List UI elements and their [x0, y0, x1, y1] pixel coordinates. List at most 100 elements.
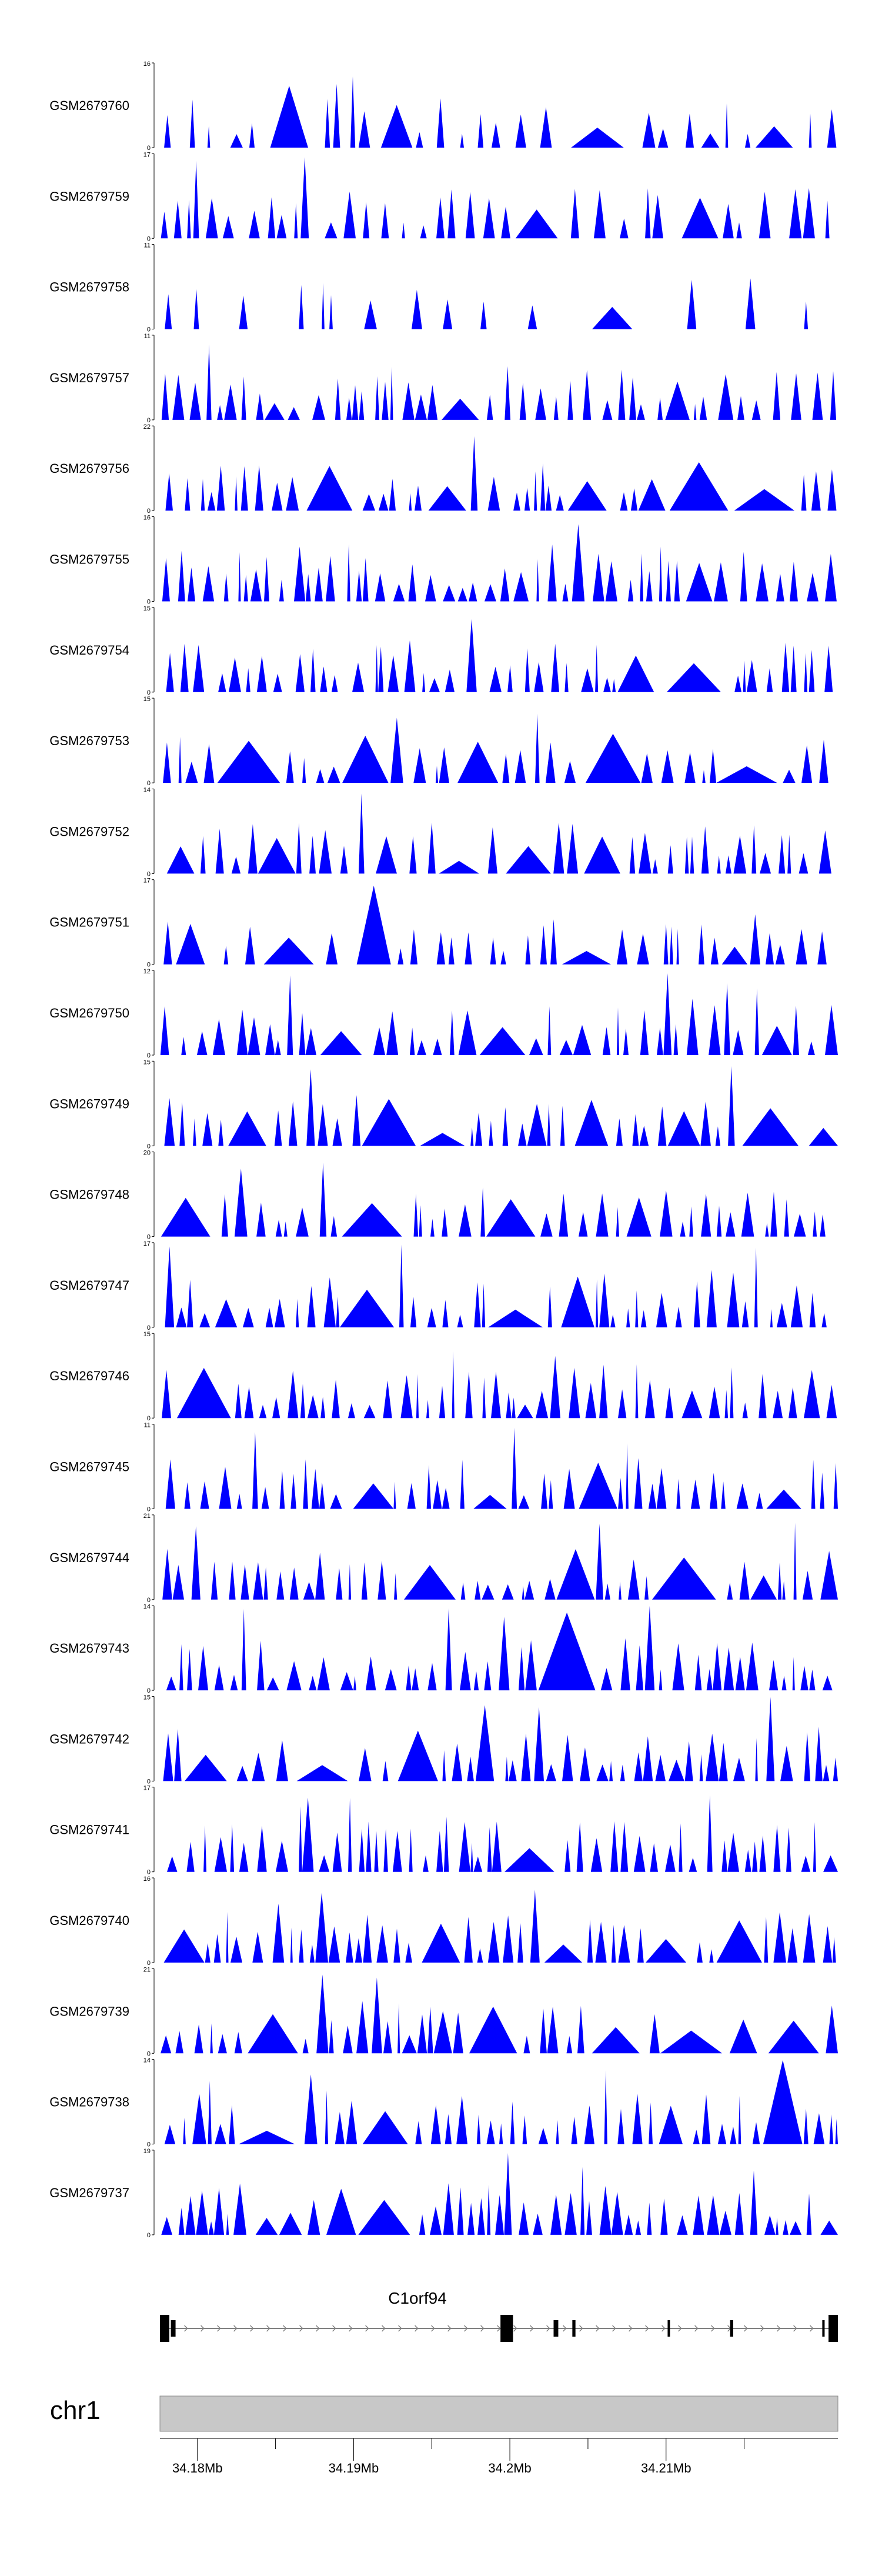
coverage-area [160, 1244, 838, 1327]
y-max-label: 14 [143, 1603, 151, 1610]
strand-arrow [266, 2325, 270, 2332]
y-max-label: 19 [143, 2148, 151, 2155]
y-zero-label: 0 [147, 962, 151, 969]
y-zero-label: 0 [147, 2232, 151, 2239]
coverage-area [160, 619, 838, 692]
y-max-label: 17 [143, 1785, 151, 1792]
strand-arrow [530, 2325, 534, 2332]
strand-arrow [777, 2325, 781, 2332]
track-label: GSM2679750 [49, 1006, 129, 1020]
strand-arrow [645, 2325, 649, 2332]
strand-arrow [662, 2325, 666, 2332]
x-tick-label: 34.19Mb [329, 2461, 379, 2475]
y-max-label: 12 [143, 968, 151, 975]
track-label: GSM2679753 [49, 733, 129, 748]
y-zero-label: 0 [147, 326, 151, 333]
track-GSM2679759: GSM2679759 17 0 [49, 151, 838, 242]
y-max-label: 17 [143, 877, 151, 885]
y-max-label: 14 [143, 2057, 151, 2064]
coverage-area [160, 1162, 838, 1237]
track-GSM2679737: GSM2679737 19 0 [49, 2148, 838, 2239]
track-GSM2679738: GSM2679738 14 0 [49, 2057, 838, 2148]
y-zero-label: 0 [147, 2141, 151, 2148]
strand-arrow [299, 2325, 303, 2332]
strand-arrow [497, 2325, 501, 2332]
strand-arrow [513, 2325, 517, 2332]
y-zero-label: 0 [147, 1597, 151, 1604]
track-GSM2679758: GSM2679758 11 0 [49, 242, 838, 333]
strand-arrow [233, 2325, 238, 2332]
y-zero-label: 0 [147, 599, 151, 606]
coverage-area [160, 973, 838, 1055]
track-label: GSM2679737 [49, 2185, 129, 2200]
strand-arrow [810, 2325, 814, 2332]
track-label: GSM2679756 [49, 461, 129, 476]
track-label: GSM2679755 [49, 552, 129, 567]
track-label: GSM2679741 [49, 1823, 129, 1837]
y-zero-label: 0 [147, 1687, 151, 1694]
track-label: GSM2679759 [49, 189, 129, 203]
exon [822, 2320, 825, 2337]
strand-arrow [184, 2325, 188, 2332]
track-GSM2679753: GSM2679753 15 0 [49, 696, 838, 787]
chromosome-label: chr1 [50, 2396, 101, 2425]
coverage-area [160, 1795, 838, 1872]
coverage-area [160, 1066, 838, 1146]
y-zero-label: 0 [147, 508, 151, 515]
strand-arrow [464, 2325, 468, 2332]
y-zero-label: 0 [147, 1324, 151, 1332]
strand-arrow [563, 2325, 567, 2332]
coverage-area [160, 344, 838, 420]
coverage-area [160, 1523, 838, 1600]
track-GSM2679745: GSM2679745 11 0 [49, 1422, 838, 1513]
y-zero-label: 0 [147, 235, 151, 242]
strand-arrow [793, 2325, 797, 2332]
track-label: GSM2679757 [49, 371, 129, 385]
x-tick-label: 34.21Mb [641, 2461, 691, 2475]
track-label: GSM2679743 [49, 1641, 129, 1656]
track-label: GSM2679739 [49, 2004, 129, 2018]
strand-arrow [596, 2325, 600, 2332]
track-GSM2679752: GSM2679752 14 0 [49, 786, 838, 877]
y-zero-label: 0 [147, 1506, 151, 1513]
track-label: GSM2679740 [49, 1913, 129, 1928]
track-label: GSM2679738 [49, 2095, 129, 2110]
exon [828, 2315, 838, 2342]
strand-arrow [349, 2325, 353, 2332]
y-zero-label: 0 [147, 1415, 151, 1422]
y-max-label: 15 [143, 605, 151, 612]
strand-arrow [415, 2325, 419, 2332]
y-max-label: 16 [143, 1876, 151, 1883]
track-GSM2679754: GSM2679754 15 0 [49, 605, 838, 696]
track-GSM2679741: GSM2679741 17 0 [49, 1785, 838, 1876]
y-max-label: 20 [143, 1150, 151, 1157]
track-GSM2679742: GSM2679742 15 0 [49, 1694, 838, 1785]
y-max-label: 22 [143, 423, 151, 431]
y-max-label: 14 [143, 786, 151, 793]
y-max-label: 15 [143, 1059, 151, 1066]
y-zero-label: 0 [147, 1234, 151, 1241]
strand-arrow [711, 2325, 715, 2332]
y-max-label: 11 [144, 1422, 151, 1429]
y-max-label: 21 [143, 1966, 151, 1973]
chromosome-ideogram: chr1 [50, 2395, 838, 2432]
exon [500, 2315, 513, 2342]
strand-arrow [612, 2325, 616, 2332]
gene-name-label: C1orf94 [388, 2289, 447, 2307]
y-zero-label: 0 [147, 780, 151, 787]
track-GSM2679743: GSM2679743 14 0 [49, 1603, 838, 1694]
y-max-label: 16 [143, 515, 151, 522]
exon [160, 2315, 169, 2342]
track-GSM2679760: GSM2679760 16 0 [49, 61, 838, 152]
track-GSM2679751: GSM2679751 17 0 [49, 877, 838, 969]
y-zero-label: 0 [147, 1143, 151, 1150]
exon [572, 2320, 576, 2337]
exon [171, 2320, 176, 2337]
y-max-label: 17 [143, 151, 151, 158]
track-GSM2679739: GSM2679739 21 0 [49, 1966, 838, 2057]
track-label: GSM2679760 [49, 98, 129, 113]
y-max-label: 21 [143, 1513, 151, 1520]
track-GSM2679749: GSM2679749 15 0 [49, 1059, 838, 1150]
y-zero-label: 0 [147, 1778, 151, 1785]
